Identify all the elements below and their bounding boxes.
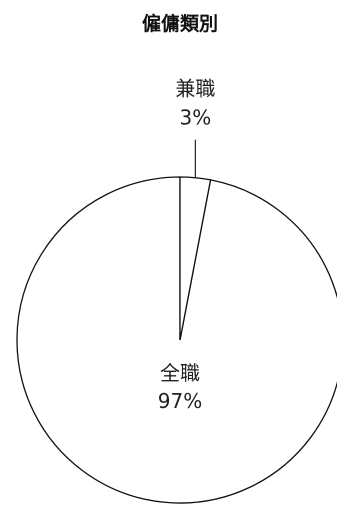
slice-label-0: 全職 bbox=[160, 361, 200, 385]
chart-title: 僱傭類別 bbox=[142, 12, 218, 35]
pie-labels: 全職 97% 兼職 3% bbox=[158, 77, 216, 413]
slice-label-1: 兼職 bbox=[175, 77, 215, 101]
slice-value-label-1: 3% bbox=[179, 106, 211, 130]
slice-value-label-0: 97% bbox=[158, 389, 202, 413]
pie-slices bbox=[16, 176, 337, 504]
pie-slice-0 bbox=[16, 176, 337, 504]
pie-slice-1 bbox=[179, 176, 212, 341]
